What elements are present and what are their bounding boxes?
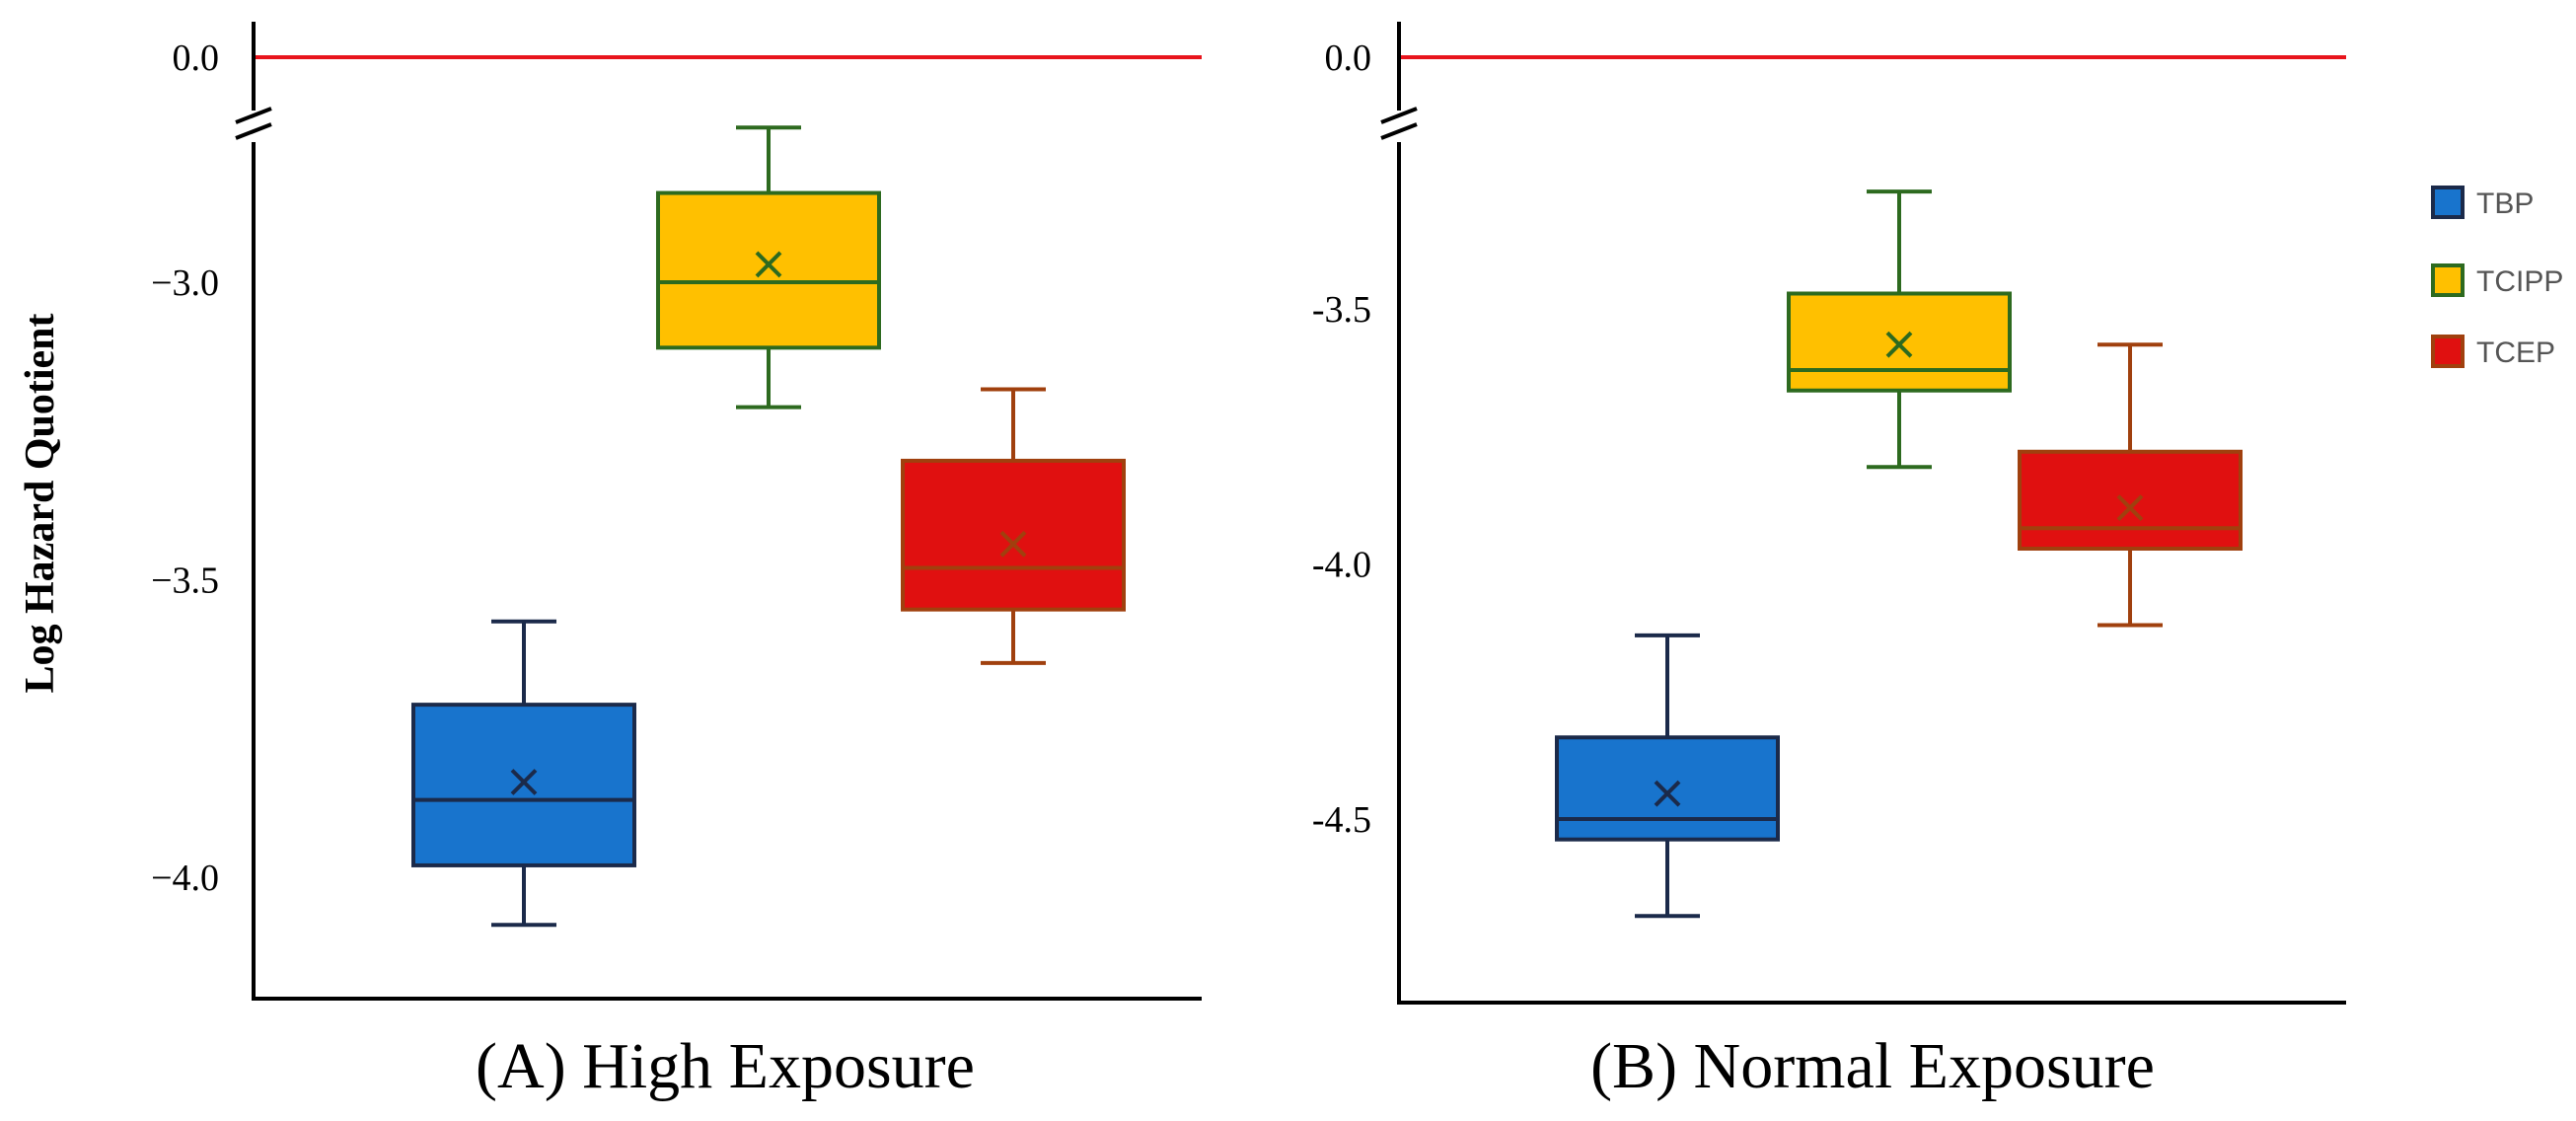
mean-marker-stroke [510,769,538,795]
mean-marker-stroke [999,530,1027,558]
axis-break-mark [1380,122,1418,140]
y-tick-label: -4.0 [1312,545,1371,586]
mean-marker-stroke [2116,494,2144,522]
y-axis-label: Log Hazard Quotient [18,313,63,693]
y-tick-label: 0.0 [1325,37,1372,79]
y-tick-label: −4.0 [151,858,219,899]
box-tbp [411,703,636,867]
box-tbp [1555,735,1780,842]
panel-high-exposure: (A) High Exposure 0.0 −3.0 −3.5 −4.0 [151,22,1202,1102]
mean-marker-stroke [1885,331,1913,358]
legend: TBP TCIPP TCEP [2431,186,2563,369]
legend-swatch-tbp [2431,186,2465,219]
mean-marker-tbp [1654,780,1681,807]
axis-break-mark [235,122,272,140]
y-tick-label: −3.5 [151,560,219,602]
y-tick-label: -4.5 [1312,799,1371,841]
legend-swatch-tcipp [2431,263,2465,297]
legend-label-tcipp: TCIPP [2476,265,2563,298]
mean-marker-tcep [2116,494,2144,522]
mean-marker-stroke [755,251,782,278]
y-tick-label: 0.0 [173,37,220,79]
panel-normal-exposure: (B) Normal Exposure 0.0 -3.5 -4.0 -4.5 [1312,22,2346,1102]
legend-label-tbp: TBP [2476,187,2534,220]
legend-swatch-tcep [2431,335,2465,368]
box-tcipp [656,190,881,350]
legend-label-tcep: TCEP [2476,336,2555,369]
y-tick-label: −3.0 [151,262,219,304]
axis-break-mark [1380,107,1418,124]
mean-marker-tcipp [1885,331,1913,358]
y-tick-label: -3.5 [1312,289,1371,331]
box-tcep [2018,449,2243,551]
mean-marker-tcipp [755,251,782,278]
mean-marker-stroke [1654,780,1681,807]
panel-title: (A) High Exposure [476,1030,975,1102]
mean-marker-tcep [999,530,1027,558]
panel-title: (B) Normal Exposure [1590,1030,2155,1102]
box-tcep [901,458,1126,612]
axis-break-mark [235,107,272,124]
mean-marker-tbp [510,769,538,795]
